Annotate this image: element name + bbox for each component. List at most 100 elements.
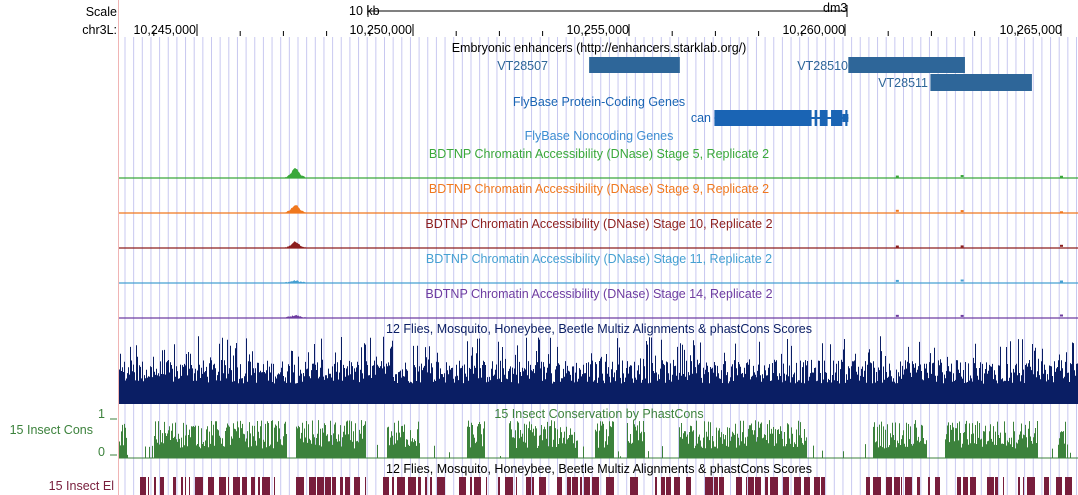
- phastcons-track-title[interactable]: 15 Insect Conservation by PhastCons: [494, 407, 704, 421]
- phastcons-ymin-label: 0: [98, 445, 105, 459]
- conserved-element: [459, 477, 466, 495]
- dnase-blip: [1060, 175, 1063, 178]
- conserved-element: [714, 477, 718, 495]
- ruler-tick-label: 10,250,000: [349, 23, 412, 37]
- multiz-wiggle: [119, 336, 1078, 404]
- conserved-element: [470, 477, 472, 495]
- conserved-element: [148, 477, 149, 495]
- conserved-element: [317, 477, 324, 495]
- enhancer-feature: [848, 57, 965, 73]
- dnase-blip: [1060, 211, 1063, 214]
- gene-label-can[interactable]: can: [690, 111, 711, 125]
- conserved-element: [557, 477, 562, 495]
- conserved-element: [794, 477, 801, 495]
- scale-bar-label: 10 kb: [349, 4, 380, 18]
- conserved-element: [185, 477, 186, 495]
- conserved-element: [572, 477, 578, 495]
- conserved-element: [173, 477, 176, 495]
- conserved-element: [228, 477, 229, 495]
- conserved-element: [592, 477, 599, 495]
- conserved-element: [160, 477, 164, 495]
- dnase-peak: [285, 241, 306, 248]
- gene-utr: [842, 114, 849, 122]
- dnase-blip: [895, 209, 899, 212]
- dnase-blip: [1060, 280, 1063, 283]
- conserved-element: [1027, 477, 1035, 495]
- conserved-element: [995, 477, 998, 495]
- gene-exon: [814, 110, 818, 126]
- gene-exon: [714, 110, 812, 126]
- conserved-element: [963, 477, 968, 495]
- conserved-element: [1065, 477, 1072, 495]
- conserved-element: [705, 477, 713, 495]
- enhancer-feature: [930, 74, 1032, 91]
- conserved-element: [532, 477, 534, 495]
- conserved-element: [866, 477, 870, 495]
- enhancer-feature: [589, 57, 680, 73]
- elements-track-title[interactable]: 12 Flies, Mosquito, Honeybee, Beetle Mul…: [386, 462, 812, 476]
- multiz-track-title[interactable]: 12 Flies, Mosquito, Honeybee, Beetle Mul…: [386, 322, 812, 336]
- enhancer-label-vt28510[interactable]: VT28510: [797, 59, 848, 73]
- enhancers-track-title[interactable]: Embryonic enhancers (http://enhancers.st…: [451, 41, 747, 55]
- phastcons-side-label[interactable]: 15 Insect Cons: [9, 423, 93, 437]
- dnase-peak: [285, 280, 306, 283]
- enhancer-label-vt28511[interactable]: VT28511: [878, 76, 928, 90]
- conserved-element: [296, 477, 304, 495]
- conserved-element: [418, 477, 421, 495]
- conserved-element: [1018, 477, 1020, 495]
- noncoding-genes-title[interactable]: FlyBase Noncoding Genes: [524, 129, 674, 143]
- dnase-blip: [895, 279, 899, 282]
- dnase-blip: [895, 175, 899, 178]
- conserved-element: [630, 477, 638, 495]
- dnase-stage11-title[interactable]: BDTNP Chromatin Accessibility (DNase) St…: [425, 252, 773, 266]
- conserved-element: [258, 477, 260, 495]
- dnase-stage9-title[interactable]: BDTNP Chromatin Accessibility (DNase) St…: [428, 182, 770, 196]
- conserved-element: [746, 477, 747, 495]
- conserved-element: [957, 477, 961, 495]
- conserved-element: [765, 477, 768, 495]
- conserved-element: [783, 477, 789, 495]
- conserved-element: [430, 477, 432, 495]
- enhancer-label-vt28507[interactable]: VT28507: [497, 59, 548, 73]
- conserved-element: [345, 477, 350, 495]
- conserved-element: [736, 477, 742, 495]
- conserved-element: [894, 477, 900, 495]
- dnase-blip: [960, 175, 964, 178]
- conserved-element: [804, 477, 810, 495]
- elements-side-label[interactable]: 15 Insect El: [48, 479, 114, 493]
- conserved-element: [425, 477, 427, 495]
- dnase-blip: [960, 314, 964, 317]
- conserved-element: [140, 477, 146, 495]
- gene-exon: [819, 110, 828, 126]
- conserved-element: [748, 477, 754, 495]
- conserved-element: [873, 477, 881, 495]
- protein-coding-genes-title[interactable]: FlyBase Protein-Coding Genes: [512, 95, 686, 109]
- conserved-element: [498, 477, 500, 495]
- dnase-stage14-title[interactable]: BDTNP Chromatin Accessibility (DNase) St…: [425, 287, 773, 301]
- dnase-stage5-title[interactable]: BDTNP Chromatin Accessibility (DNase) St…: [428, 147, 770, 161]
- conserved-element: [661, 477, 665, 495]
- chrom-label: chr3L:: [82, 23, 117, 37]
- conserved-element: [274, 477, 275, 495]
- dnase-stage10-title[interactable]: BDTNP Chromatin Accessibility (DNase) St…: [425, 217, 773, 231]
- conserved-element: [309, 477, 316, 495]
- ruler-tick-label: 10,260,000: [782, 23, 845, 37]
- conserved-element: [526, 477, 531, 495]
- conserved-element: [1003, 477, 1004, 495]
- conserved-element: [365, 477, 366, 495]
- dnase-blip: [1060, 244, 1063, 247]
- dnase-blip: [895, 245, 899, 248]
- conserved-element: [770, 477, 778, 495]
- conserved-element: [437, 477, 445, 495]
- conserved-element: [686, 477, 691, 495]
- conserved-element: [397, 477, 405, 495]
- gene-exon: [831, 110, 843, 126]
- dnase-peak: [285, 205, 306, 213]
- conserved-element: [917, 477, 920, 495]
- conserved-element: [928, 477, 930, 495]
- conserved-element: [1044, 477, 1049, 495]
- conserved-element: [821, 477, 825, 495]
- conserved-element: [325, 477, 331, 495]
